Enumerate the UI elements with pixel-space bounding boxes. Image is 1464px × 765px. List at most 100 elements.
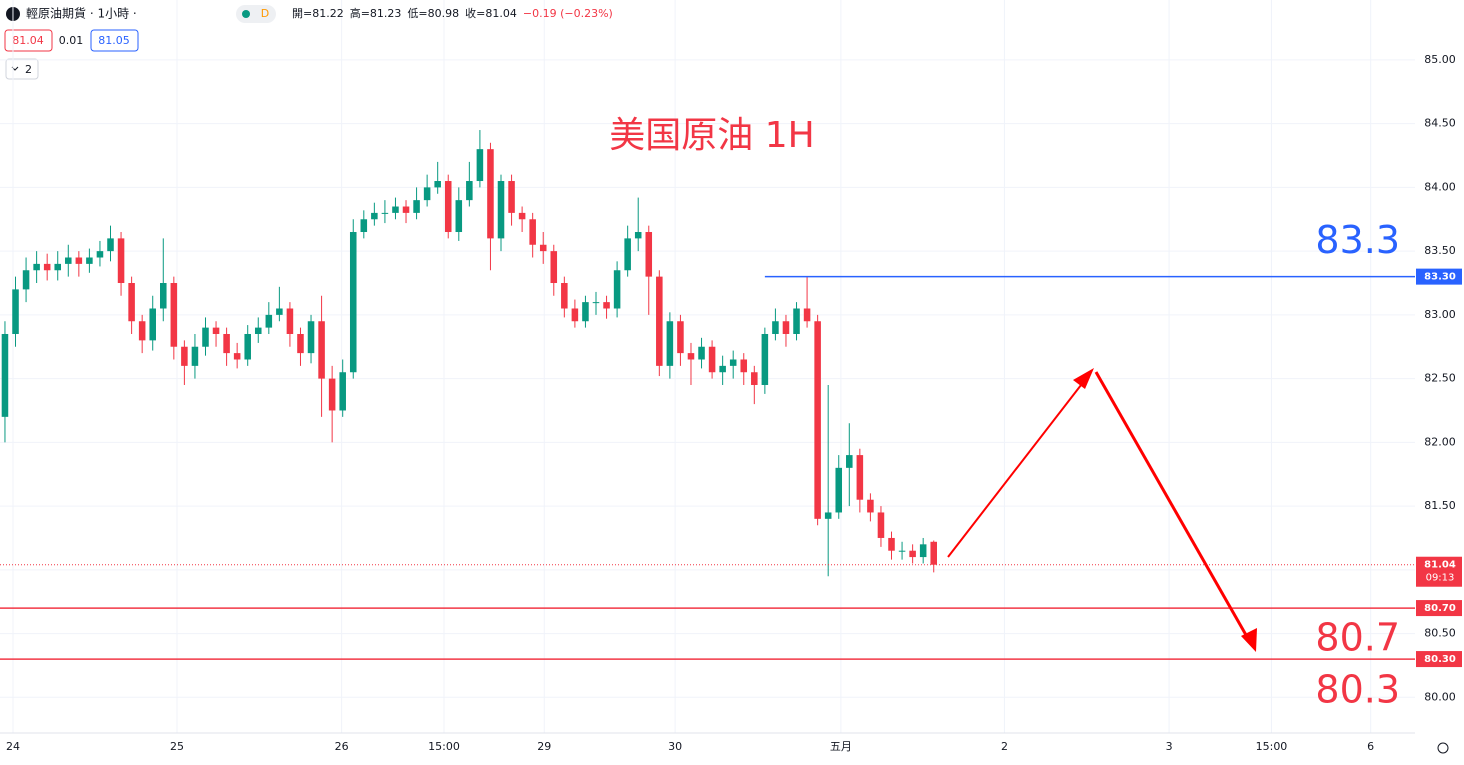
x-tick-label: 15:00: [1256, 740, 1288, 753]
candle-body: [814, 321, 821, 519]
candle-body: [181, 346, 188, 366]
candle-body: [603, 302, 610, 309]
candle-body: [413, 200, 420, 213]
indicator-toggle[interactable]: [5, 58, 39, 80]
candle-body: [846, 455, 853, 468]
candle-body: [286, 308, 294, 334]
candle-body: [719, 365, 726, 373]
candle-body: [856, 455, 864, 500]
candle-body: [518, 212, 526, 220]
candle-body: [487, 149, 494, 239]
candle-body: [128, 283, 135, 322]
y-tick-label: 83.00: [1424, 308, 1456, 321]
candle-body: [22, 270, 30, 290]
candle-body: [254, 327, 262, 334]
candle-body: [455, 200, 463, 233]
candle-body: [138, 321, 146, 341]
y-tick-label: 81.50: [1424, 499, 1456, 512]
axis-price-label: 80.70: [1424, 603, 1456, 614]
candle-body: [339, 372, 346, 411]
candle-body: [687, 353, 695, 360]
settings-icon[interactable]: [1437, 742, 1449, 754]
candle-body: [392, 206, 399, 213]
y-tick-label: 84.00: [1424, 180, 1456, 193]
candle-body: [191, 346, 199, 366]
candle-body: [529, 219, 536, 245]
candle-body: [297, 333, 304, 354]
candle-body: [624, 238, 631, 271]
status-dot: [242, 10, 250, 18]
status-pill[interactable]: [236, 5, 276, 23]
badge: D: [261, 7, 269, 20]
candle-body: [307, 321, 315, 354]
candle-body: [371, 212, 378, 220]
arrows: [947, 368, 1257, 652]
arrow-down: [1094, 371, 1252, 643]
candle-body: [244, 333, 251, 360]
candle-body: [160, 283, 167, 309]
candle-body: [434, 181, 441, 188]
ask-box[interactable]: [90, 29, 139, 52]
candle-body: [149, 308, 156, 341]
candle-body: [729, 359, 737, 366]
candle-body: [318, 321, 325, 379]
axis-price-box: [1416, 600, 1462, 617]
candle-body: [782, 321, 790, 334]
candle-body: [466, 181, 473, 201]
arrow-head: [1073, 368, 1094, 389]
candle-body: [212, 327, 220, 334]
candle-body: [898, 550, 906, 552]
candle-body: [877, 512, 885, 538]
candle-body: [698, 346, 705, 360]
candle-body: [75, 257, 83, 264]
candle-body: [170, 283, 178, 347]
candle-body: [656, 276, 663, 366]
candle-body: [740, 359, 748, 373]
candle-body: [613, 270, 621, 309]
x-tick-label: 五月: [830, 740, 852, 753]
x-tick-label: 2: [1001, 740, 1008, 753]
x-tick-label: 25: [170, 740, 184, 753]
countdown: 09:13: [1426, 573, 1455, 584]
bid-box[interactable]: [4, 29, 53, 52]
ohlc-stat: 收=81.04: [465, 6, 517, 20]
candle-body: [539, 244, 547, 252]
candle-body: [265, 314, 273, 328]
candle-body: [930, 541, 938, 565]
y-tick-label: 84.50: [1424, 117, 1456, 130]
candle-body: [761, 333, 769, 385]
y-tick-label: 82.50: [1424, 372, 1456, 385]
y-tick-label: 80.50: [1424, 627, 1456, 640]
candle-body: [751, 372, 758, 385]
axis-price-label: 83.30: [1424, 272, 1456, 283]
candle-body: [497, 181, 505, 239]
y-tick-label: 82.00: [1424, 435, 1456, 448]
candle-body: [793, 308, 800, 334]
candle-body: [276, 308, 283, 315]
candle-body: [233, 353, 241, 360]
candle-body: [666, 321, 674, 366]
indicator-count: 2: [25, 63, 32, 76]
candle-body: [117, 238, 125, 284]
candle-body: [43, 263, 51, 271]
candle-body: [824, 512, 832, 519]
chart-title: 美国原油 1H: [609, 115, 814, 156]
candle-body: [423, 187, 431, 201]
candle-body: [86, 257, 93, 264]
ohlc-stat: −0.19 (−0.23%): [523, 7, 613, 20]
ask: 81.05: [98, 34, 130, 47]
spread: 0.01: [59, 34, 84, 47]
candle-body: [677, 321, 684, 354]
candle-body: [592, 302, 600, 304]
candle-body: [803, 308, 811, 322]
candle-body: [582, 302, 589, 322]
last-price-label: 81.04: [1424, 560, 1456, 571]
x-tick-label: 24: [6, 740, 20, 753]
candle-body: [645, 232, 653, 277]
candle-body: [402, 206, 410, 213]
candle-body: [835, 467, 843, 513]
candle-body: [1, 333, 9, 417]
candle-body: [12, 289, 19, 334]
